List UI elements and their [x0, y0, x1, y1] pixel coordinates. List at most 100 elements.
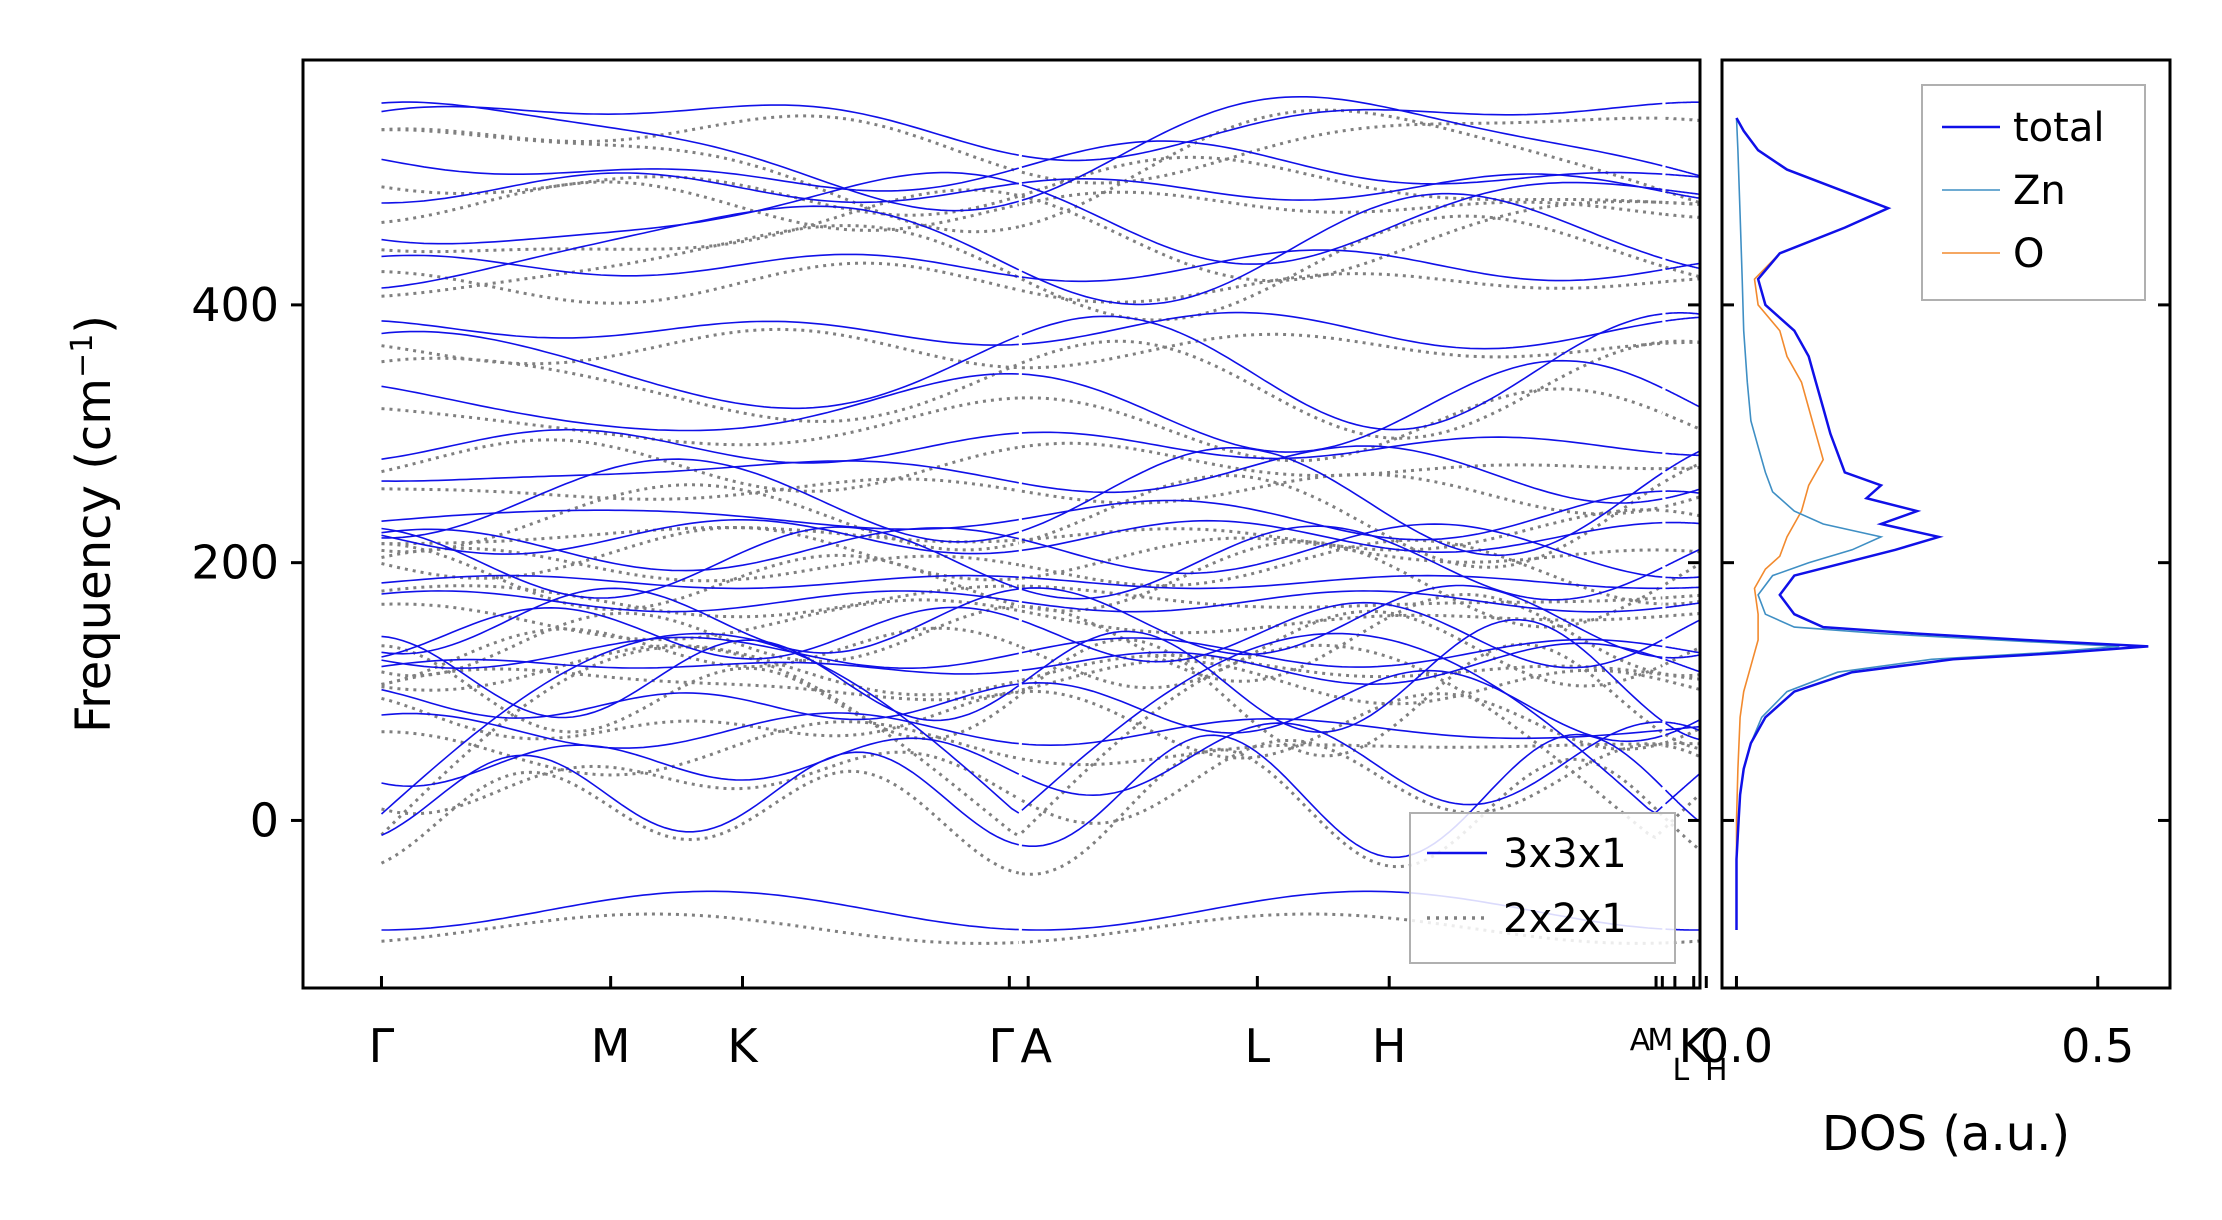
- band-line-3x3x1: [381, 574, 1019, 590]
- band-line-2x2x1: [381, 644, 1020, 697]
- band-legend-box: [1409, 812, 1676, 964]
- band-line-3x3x1: [381, 171, 1020, 245]
- band-line-2x2x1: [381, 114, 1020, 173]
- band-line-2x2x1: [1665, 201, 1700, 206]
- band-line-3x3x1: [1665, 576, 1700, 579]
- kpoint-label: L: [1245, 1019, 1271, 1073]
- band-line-2x2x1: [1021, 592, 1663, 683]
- band-line-3x3x1: [1665, 772, 1700, 805]
- x-axis-title-dos: DOS (a.u.): [1822, 1106, 2070, 1162]
- band-line-2x2x1: [1664, 726, 1700, 745]
- band-line-3x3x1: [381, 101, 1020, 212]
- band-line-2x2x1: [381, 546, 1020, 583]
- band-line-2x2x1: [381, 605, 1019, 678]
- band-line-2x2x1: [1020, 637, 1664, 758]
- kpoint-label: Γ: [989, 1019, 1015, 1073]
- band-line-2x2x1: [1665, 673, 1700, 681]
- band-line-3x3x1: [381, 428, 1019, 464]
- y-axis-title-text: Frequency (cm: [66, 378, 122, 733]
- band-line-2x2x1: [1021, 508, 1663, 552]
- band-line-3x3x1: [1021, 637, 1663, 668]
- legend-label-2x2x1: 2x2x1: [1503, 896, 1627, 942]
- band-line-3x3x1: [1665, 490, 1700, 495]
- band-line-3x3x1: [1021, 525, 1663, 601]
- band-line-2x2x1: [1665, 339, 1700, 344]
- band-line-3x3x1: [1021, 642, 1663, 686]
- band-line-2x2x1: [1021, 742, 1663, 767]
- band-line-3x3x1: [381, 635, 1020, 722]
- band-line-3x3x1: [1021, 249, 1663, 283]
- band-line-3x3x1: [1021, 96, 1663, 202]
- kpoint-label: M: [1647, 1023, 1673, 1058]
- kpoint-label: Γ: [369, 1019, 395, 1073]
- band-line-3x3x1: [381, 527, 1019, 572]
- band-line-2x2x1: [381, 396, 1019, 447]
- band-line-3x3x1: [1665, 101, 1700, 105]
- dos-x-tick-label: 0.5: [2061, 1019, 2134, 1073]
- band-line-2x2x1: [1021, 474, 1664, 569]
- band-line-2x2x1: [1021, 536, 1663, 580]
- band-line-3x3x1: [1021, 601, 1663, 669]
- band-line-3x3x1: [1021, 733, 1663, 859]
- band-line-2x2x1: [1665, 340, 1700, 345]
- band-line-2x2x1: [381, 356, 1020, 423]
- band-line-2x2x1: [1665, 672, 1700, 678]
- band-line-2x2x1: [381, 224, 1020, 298]
- kpoint-label: H: [1372, 1019, 1407, 1073]
- band-line-3x3x1: [1021, 431, 1663, 460]
- band-line-2x2x1: [1665, 611, 1700, 618]
- kpoint-label: A: [1020, 1019, 1052, 1073]
- band-line-2x2x1: [381, 327, 1019, 370]
- band-line-3x3x1: [1021, 619, 1663, 734]
- band-line-3x3x1: [1665, 316, 1700, 322]
- band-line-3x3x1: [381, 330, 1020, 410]
- band-line-2x2x1: [1665, 495, 1700, 508]
- band-line-3x3x1: [1665, 646, 1700, 654]
- band-line-3x3x1: [1665, 189, 1700, 196]
- band-line-3x3x1: [1021, 447, 1663, 557]
- band-line-3x3x1: [1665, 722, 1700, 741]
- band-line-3x3x1: [1665, 718, 1700, 736]
- band-line-3x3x1: [1665, 658, 1700, 673]
- band-lines: [380, 96, 1700, 945]
- band-line-3x3x1: [381, 526, 1020, 599]
- band-line-2x2x1: [381, 175, 1020, 217]
- band-line-3x3x1: [1021, 359, 1663, 453]
- band-line-2x2x1: [1021, 538, 1663, 606]
- band-line-2x2x1: [1665, 277, 1700, 284]
- band-line-3x3x1: [1021, 590, 1663, 613]
- dos-line-total: [1735, 117, 2149, 930]
- band-line-2x2x1: [1664, 562, 1700, 586]
- band-line-2x2x1: [381, 526, 1019, 582]
- band-line-3x3x1: [381, 658, 1019, 675]
- band-line-3x3x1: [381, 253, 1019, 278]
- band-line-2x2x1: [381, 483, 1020, 554]
- dos-plot-frame: [1720, 58, 2172, 990]
- band-line-2x2x1: [1665, 599, 1700, 606]
- band-line-3x3x1: [1665, 165, 1700, 177]
- kpoint-label: K: [1679, 1019, 1711, 1073]
- y-axis-title-close: ): [66, 315, 122, 334]
- band-line-3x3x1: [1665, 619, 1700, 639]
- y-axis-title-superscript: −1: [65, 334, 100, 378]
- band-line-3x3x1: [381, 104, 1019, 156]
- legend-label-o: O: [2013, 231, 2044, 277]
- band-line-2x2x1: [1665, 212, 1700, 219]
- band-line-3x3x1: [381, 519, 1019, 555]
- band-line-3x3x1: [1021, 490, 1663, 541]
- band-line-2x2x1: [381, 667, 1020, 702]
- band-line-2x2x1: [381, 720, 1020, 777]
- band-line-3x3x1: [381, 158, 1020, 192]
- band-line-2x2x1: [1665, 200, 1700, 206]
- band-line-3x3x1: [1665, 602, 1700, 609]
- band-line-3x3x1: [1021, 313, 1663, 431]
- band-line-3x3x1: [1021, 721, 1663, 806]
- dos-axis-ticks: 0.0 0.5: [1700, 303, 2170, 1073]
- band-line-2x2x1: [1020, 643, 1664, 840]
- band-line-2x2x1: [381, 128, 1020, 234]
- band-line-2x2x1: [381, 526, 1019, 546]
- band-line-2x2x1: [1021, 339, 1663, 440]
- band-line-3x3x1: [381, 751, 1020, 846]
- band-line-2x2x1: [1021, 609, 1663, 690]
